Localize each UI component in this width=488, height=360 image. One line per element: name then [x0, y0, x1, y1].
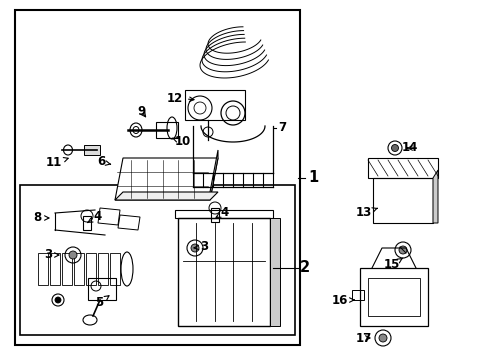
Polygon shape [115, 192, 218, 200]
Bar [175, 210, 272, 218]
Bar [210, 208, 219, 222]
Bar [62, 253, 72, 285]
Text: 1: 1 [307, 171, 318, 185]
Bar [88, 278, 116, 300]
Bar [367, 278, 419, 316]
Polygon shape [269, 218, 280, 326]
Circle shape [391, 144, 398, 152]
Bar [15, 10, 299, 345]
Circle shape [191, 244, 199, 252]
Bar [372, 178, 432, 223]
Text: 3: 3 [44, 248, 59, 261]
Bar [84, 145, 100, 155]
Circle shape [378, 334, 386, 342]
Text: 5: 5 [95, 296, 109, 310]
Text: 9: 9 [138, 105, 146, 118]
Text: 17: 17 [355, 332, 371, 345]
Text: 8: 8 [34, 211, 49, 225]
Bar [351, 290, 363, 300]
Bar [98, 253, 108, 285]
Bar [359, 268, 427, 326]
Bar [74, 253, 84, 285]
Text: 4: 4 [87, 211, 101, 224]
Polygon shape [209, 150, 218, 200]
Bar [184, 90, 244, 120]
Polygon shape [115, 158, 218, 200]
Bar [110, 253, 120, 285]
Bar [20, 185, 294, 335]
Text: 4: 4 [216, 207, 228, 220]
Circle shape [398, 246, 406, 254]
Text: 11: 11 [46, 157, 68, 170]
Text: 16: 16 [331, 293, 353, 306]
Text: 6: 6 [97, 156, 110, 168]
Text: 2: 2 [299, 261, 309, 275]
Bar [83, 216, 91, 230]
Bar [38, 253, 48, 285]
Bar [178, 218, 269, 326]
Bar [86, 253, 96, 285]
Circle shape [69, 251, 77, 259]
Polygon shape [432, 170, 437, 223]
Text: 15: 15 [383, 258, 402, 271]
Text: 10: 10 [172, 135, 191, 148]
Text: 13: 13 [355, 207, 377, 220]
Text: 3: 3 [194, 240, 208, 253]
Text: 7: 7 [278, 121, 285, 135]
Bar [367, 158, 437, 178]
Text: 12: 12 [166, 91, 194, 104]
Circle shape [55, 297, 61, 303]
Bar [156, 122, 178, 138]
Text: 14: 14 [401, 141, 418, 154]
Bar [50, 253, 60, 285]
